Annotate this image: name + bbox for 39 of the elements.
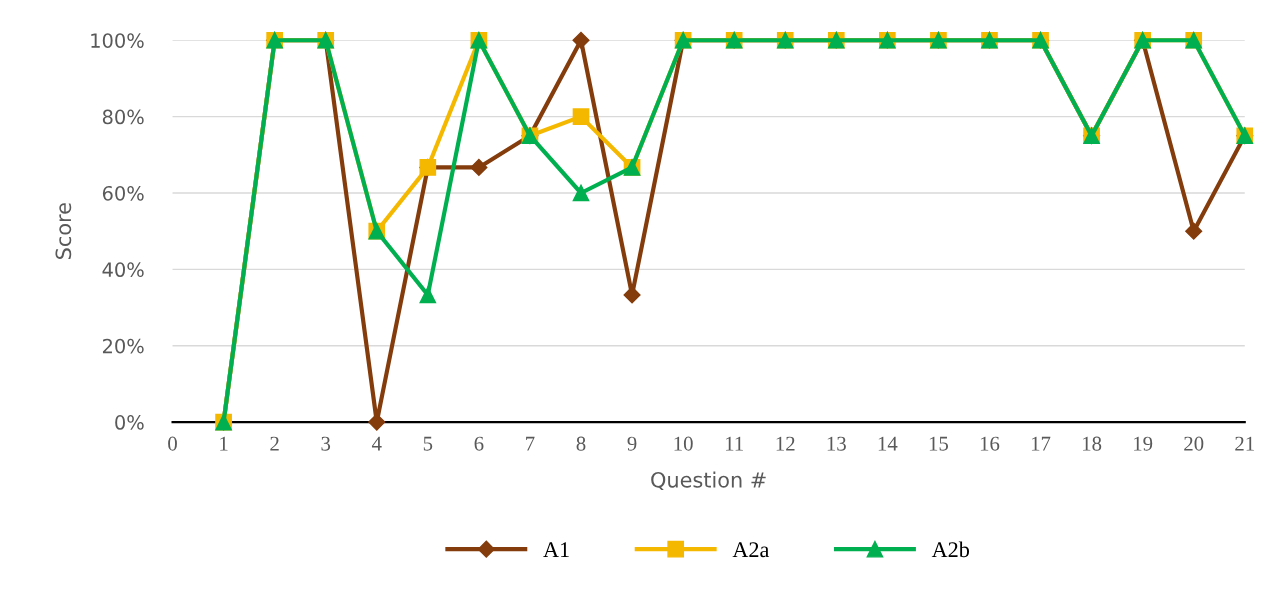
x-tick-label: 15 (929, 436, 949, 451)
y-tick-label: 80% (102, 109, 144, 125)
legend-label: A2a (732, 542, 770, 558)
point (572, 184, 590, 202)
x-tick-label: 6 (474, 436, 484, 451)
x-tick-label: 5 (423, 436, 433, 451)
x-tick-label: 10 (674, 436, 693, 451)
x-tick-label: 20 (1184, 436, 1204, 451)
x-tick-label: 0 (168, 436, 177, 451)
x-tick-label: 8 (576, 436, 586, 451)
y-tick-label: 60% (102, 185, 144, 201)
point (572, 108, 590, 125)
y-tick-label: 100% (91, 33, 144, 48)
x-tick-label: 9 (627, 436, 637, 451)
x-tick-label: 19 (1134, 436, 1153, 451)
legend-label: A1 (543, 542, 569, 557)
y-axis-title: Score (55, 203, 72, 259)
x-tick-label: 21 (1235, 436, 1254, 451)
x-tick-label: 16 (980, 436, 1000, 451)
x-tick-label: 1 (220, 436, 228, 451)
y-tick-label: 0% (115, 415, 144, 430)
point (419, 286, 437, 304)
x-tick-label: 18 (1083, 436, 1102, 451)
x-tick-label: 12 (776, 436, 795, 451)
x-tick-label: 3 (321, 436, 331, 451)
x-tick-label: 7 (526, 436, 535, 451)
x-tick-label: 11 (725, 436, 743, 451)
x-axis-title: Question # (651, 471, 766, 491)
point (572, 31, 590, 49)
x-tick-label: 17 (1031, 436, 1051, 451)
x-tick-label: 14 (878, 436, 898, 451)
legend-label: A2b (931, 541, 970, 558)
x-tick-label: 2 (270, 436, 279, 451)
y-tick-label: 40% (102, 262, 144, 278)
point (1185, 222, 1203, 240)
x-tick-label: 13 (827, 436, 846, 451)
y-tick-label: 20% (102, 338, 144, 354)
point (470, 158, 488, 176)
x-tick-label: 4 (371, 436, 382, 451)
